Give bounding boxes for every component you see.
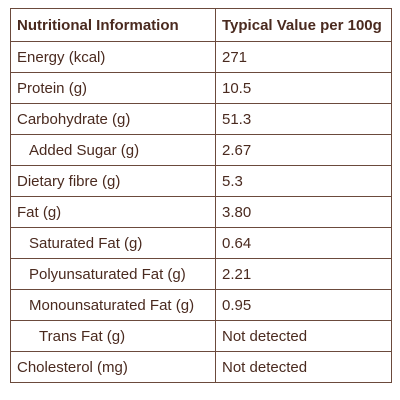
nutrition-table: Nutritional Information Typical Value pe… [10, 8, 392, 383]
nutrient-cell: Trans Fat (g) [10, 320, 216, 352]
nutrient-cell: Added Sugar (g) [10, 134, 216, 166]
table-row: Trans Fat (g) Not detected [10, 320, 392, 352]
table-row: Added Sugar (g) 2.67 [10, 134, 392, 166]
nutrient-cell: Polyunsaturated Fat (g) [10, 258, 216, 290]
nutrient-cell: Fat (g) [10, 196, 216, 228]
value-cell: Not detected [215, 320, 392, 352]
header-cell: Nutritional Information [10, 8, 216, 42]
value-cell: 2.67 [215, 134, 392, 166]
nutrient-cell: Dietary fibre (g) [10, 165, 216, 197]
nutrient-cell: Carbohydrate (g) [10, 103, 216, 135]
nutrient-cell: Cholesterol (mg) [10, 351, 216, 383]
table-row: Carbohydrate (g) 51.3 [10, 103, 392, 135]
value-cell: 51.3 [215, 103, 392, 135]
table-row: Dietary fibre (g) 5.3 [10, 165, 392, 197]
table-body: Energy (kcal) 271 Protein (g) 10.5 Carbohydr… [10, 41, 392, 383]
nutrient-cell: Energy (kcal) [10, 41, 216, 73]
header-cell: Typical Value per 100g [215, 8, 392, 42]
value-cell: 0.95 [215, 289, 392, 321]
value-cell: 0.64 [215, 227, 392, 259]
value-cell: 2.21 [215, 258, 392, 290]
table-row: Cholesterol (mg) Not detected [10, 351, 392, 383]
nutrient-cell: Saturated Fat (g) [10, 227, 216, 259]
value-cell: 271 [215, 41, 392, 73]
value-cell: 3.80 [215, 196, 392, 228]
table-row: Polyunsaturated Fat (g) 2.21 [10, 258, 392, 290]
nutrient-cell: Monounsaturated Fat (g) [10, 289, 216, 321]
value-cell: Not detected [215, 351, 392, 383]
table-row: Energy (kcal) 271 [10, 41, 392, 73]
table-row: Fat (g) 3.80 [10, 196, 392, 228]
table-row: Protein (g) 10.5 [10, 72, 392, 104]
table-row: Saturated Fat (g) 0.64 [10, 227, 392, 259]
value-cell: 10.5 [215, 72, 392, 104]
nutrient-cell: Protein (g) [10, 72, 216, 104]
value-cell: 5.3 [215, 165, 392, 197]
table-row: Monounsaturated Fat (g) 0.95 [10, 289, 392, 321]
header-row: Nutritional Information Typical Value pe… [10, 8, 392, 42]
